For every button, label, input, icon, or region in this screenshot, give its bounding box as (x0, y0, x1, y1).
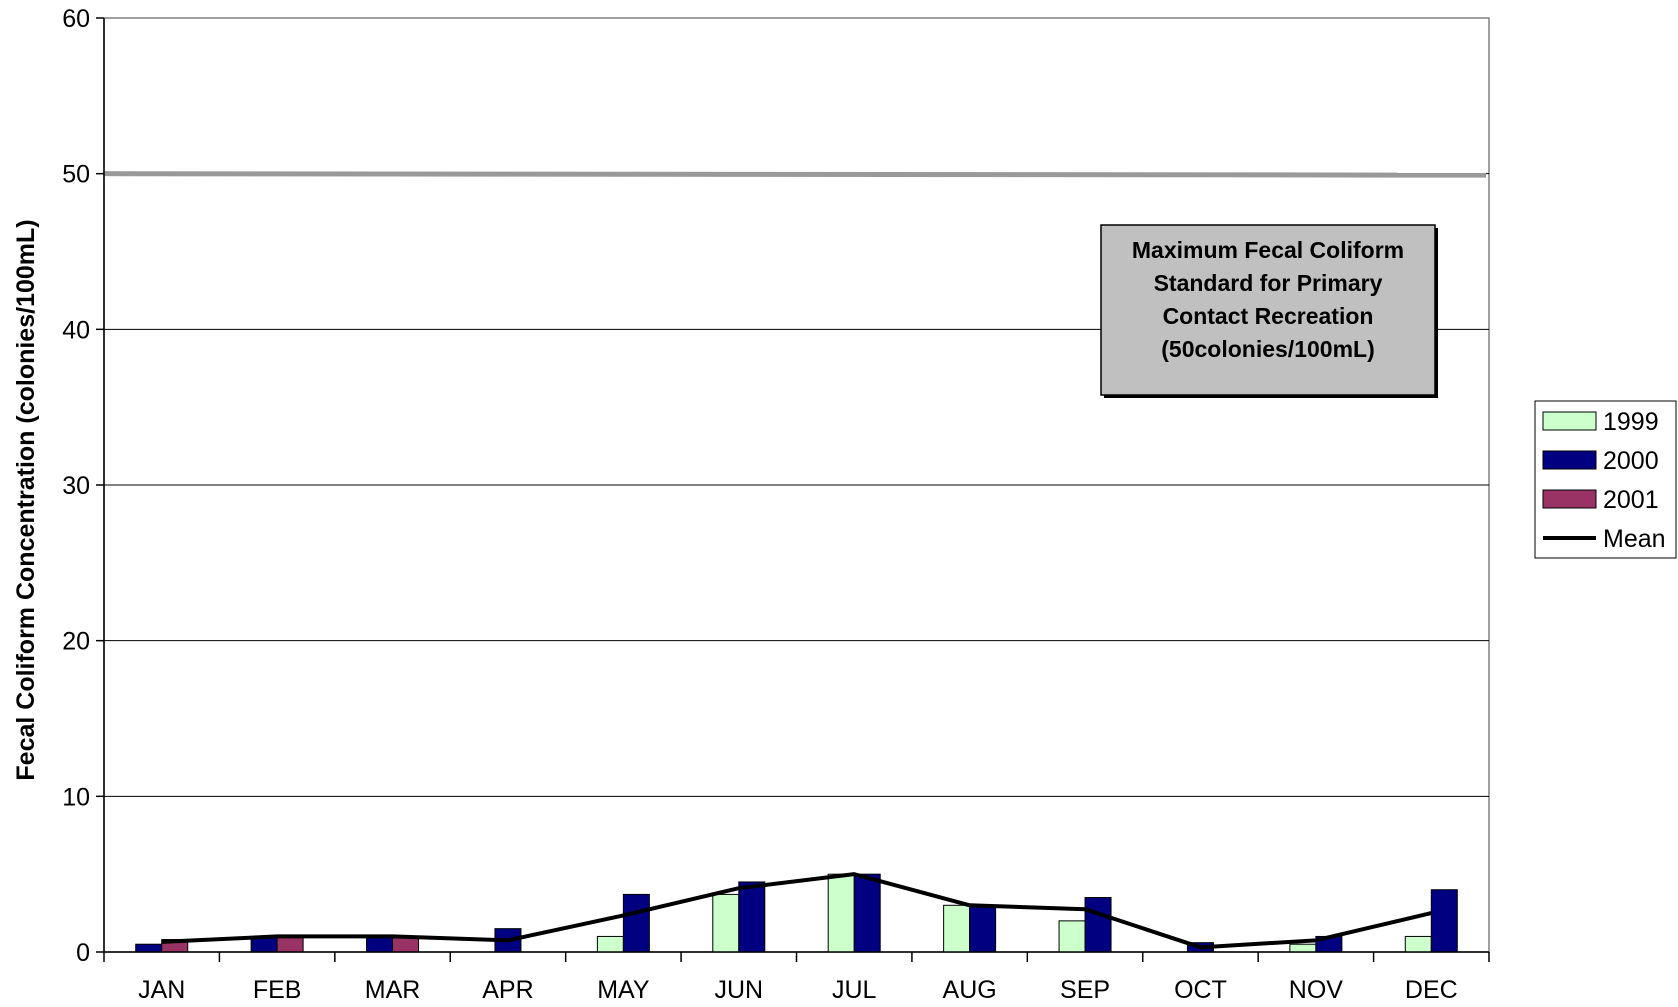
x-tick-label: JUL (832, 976, 877, 1004)
x-tick-label: JUN (714, 976, 763, 1004)
annotation-box (1100, 224, 1436, 396)
bar-2000-sep (1084, 897, 1112, 953)
bar-2000-jul (853, 873, 881, 953)
bar-2000-dec (1430, 889, 1458, 953)
bar-1999-may (596, 935, 624, 953)
x-tick-label: APR (482, 976, 533, 1004)
bar-2001-feb (276, 935, 304, 953)
bar-1999-nov (1289, 943, 1317, 953)
y-axis-title: Fecal Coliform Concentration (colonies/1… (12, 219, 40, 780)
x-tick-label: OCT (1174, 976, 1227, 1004)
mean-line-layer (161, 872, 1432, 950)
legend-swatch-2001 (1542, 489, 1597, 509)
x-tick-label: FEB (253, 976, 302, 1004)
legend-label: 2001 (1603, 486, 1659, 514)
y-tick-label: 30 (62, 472, 90, 500)
y-tick-label: 20 (62, 628, 90, 656)
x-tick-label: AUG (943, 976, 997, 1004)
bar-1999-jul (827, 873, 855, 953)
legend-label: 2000 (1603, 447, 1659, 475)
legend-swatch-2000 (1542, 450, 1597, 470)
x-tick-label: JAN (138, 976, 185, 1004)
y-tick-label: 50 (62, 161, 90, 189)
annotation-line: Maximum Fecal Coliform (1132, 237, 1404, 263)
annotation-line: (50colonies/100mL) (1161, 336, 1374, 362)
legend-label: Mean (1603, 525, 1666, 553)
x-tick-label: NOV (1289, 976, 1344, 1004)
gridlines (103, 17, 1490, 953)
standard-annotation: Maximum Fecal Coliform Standard for Prima… (1100, 224, 1438, 398)
mean-line (161, 872, 1432, 950)
y-tick-label: 0 (76, 939, 90, 967)
bar-1999-dec (1404, 935, 1432, 953)
reference-line-layer (103, 171, 1487, 178)
standard-reference-line (103, 171, 1487, 178)
legend-swatch-1999 (1542, 411, 1597, 431)
y-tick-label: 40 (62, 316, 90, 344)
x-tick-label: MAY (597, 976, 650, 1004)
legend-label: 1999 (1603, 408, 1659, 436)
annotation-line: Standard for Primary (1154, 270, 1383, 296)
legend: 1999 2000 2001 Mean (1534, 400, 1677, 559)
bar-1999-jun (712, 893, 740, 953)
bar-2000-mar (366, 935, 394, 953)
y-tick-label: 10 (62, 783, 90, 811)
bar-1999-sep (1058, 920, 1086, 953)
y-tick-label: 60 (62, 5, 90, 33)
bar-2000-jun (738, 881, 766, 953)
bar-1999-aug (943, 904, 971, 953)
bar-2000-jan (135, 943, 163, 953)
annotation-line: Contact Recreation (1163, 303, 1374, 329)
axes: 0 10 20 30 40 50 60 JAN FEB MAR APR MAY JUN JUL AUG SEP… (12, 5, 1490, 1004)
x-tick-label: DEC (1405, 976, 1458, 1004)
bar-2000-aug (969, 904, 997, 953)
bar-2000-may (622, 893, 650, 953)
x-tick-label: SEP (1060, 976, 1110, 1004)
x-tick-label: MAR (365, 976, 421, 1004)
